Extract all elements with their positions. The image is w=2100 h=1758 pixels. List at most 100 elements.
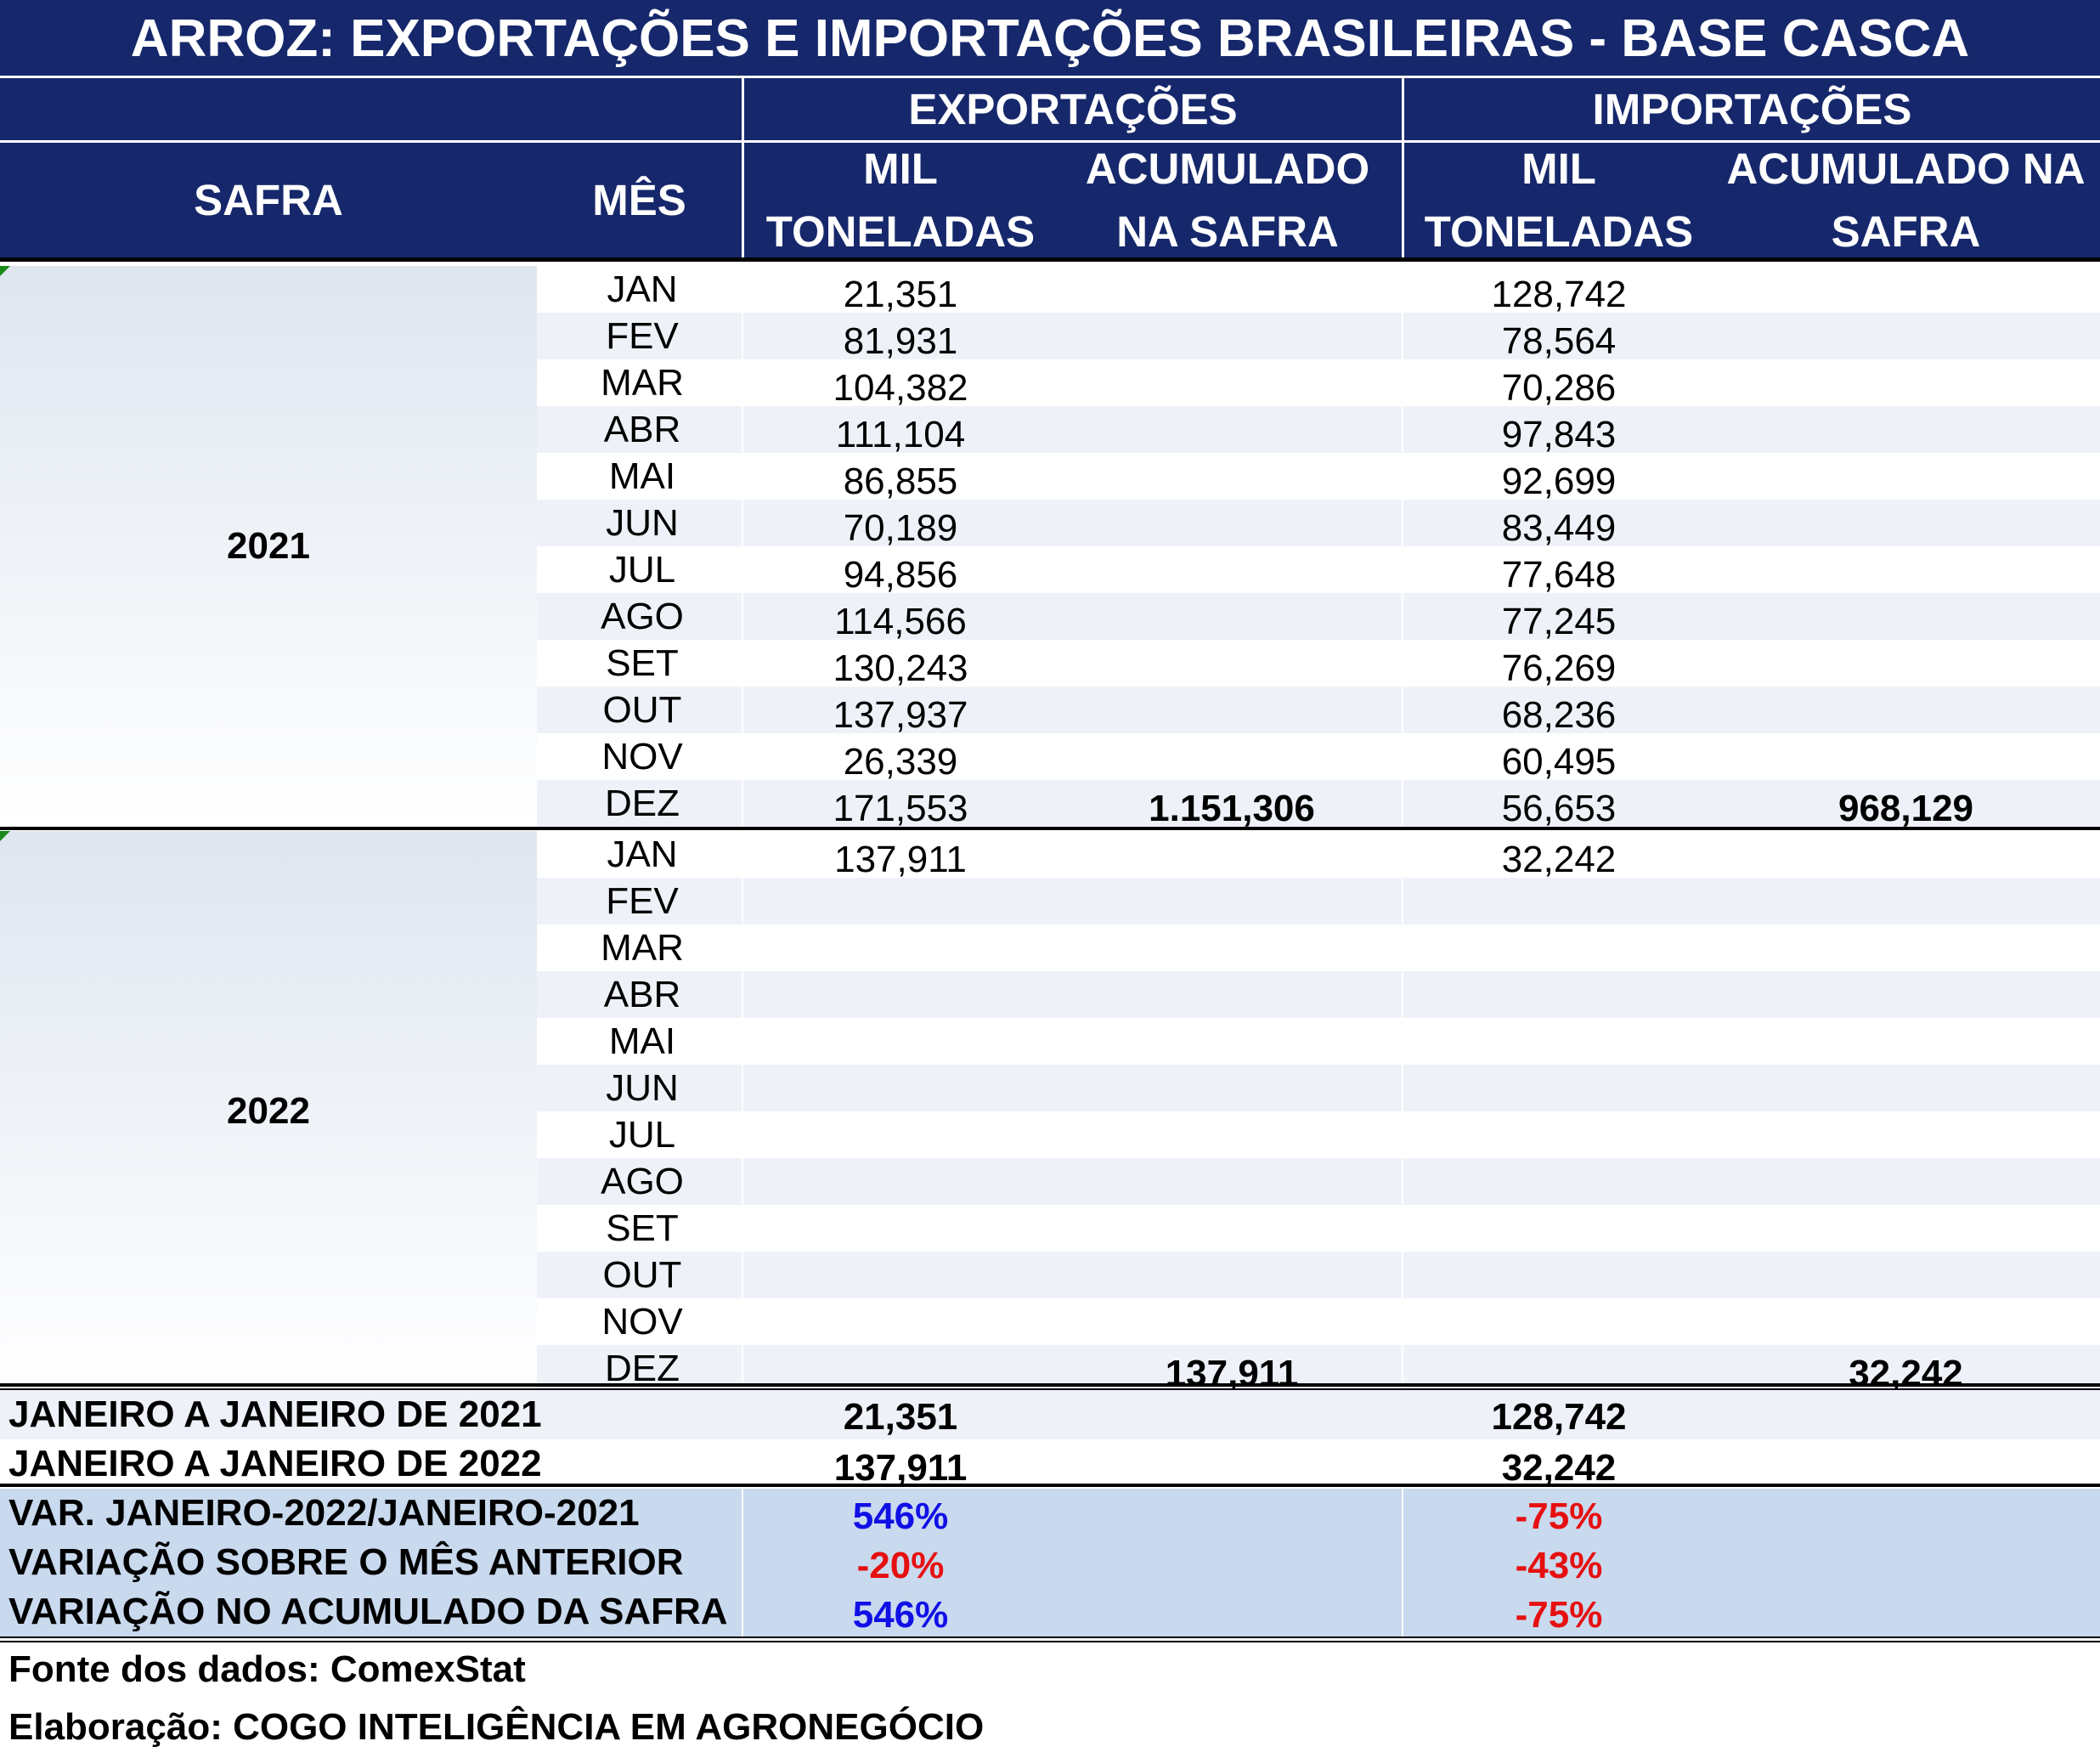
table-row: OUT 137,937 68,236 <box>537 687 2100 736</box>
table-row: SET 130,243 76,269 <box>537 640 2100 689</box>
exp-value <box>748 1257 1053 1303</box>
month-cell: ABR <box>603 974 681 1015</box>
table-row: AGO 114,566 77,245 <box>537 593 2100 642</box>
exp-accumulated <box>1053 318 1410 365</box>
table-row: MAI <box>537 1018 2100 1065</box>
table-row: FEV 81,931 78,564 <box>537 313 2100 362</box>
variation-block: VAR. JANEIRO-2022/JANEIRO-2021 546% -75%… <box>0 1489 2100 1636</box>
header-line: TONELADAS <box>765 206 1036 256</box>
header-line: ACUMULADO NA <box>1726 144 2086 193</box>
summary-imp: 32,242 <box>1501 1447 1617 1489</box>
comment-indicator-icon <box>0 831 10 841</box>
table-row: ABR <box>537 971 2100 1018</box>
safra-year: 2022 <box>227 1090 310 1132</box>
table-row: MAR 104,382 70,286 <box>537 359 2100 409</box>
table-row: JUL <box>537 1111 2100 1158</box>
month-cell: MAR <box>601 927 684 969</box>
exp-accumulated <box>1053 1023 1410 1070</box>
imp-value: 97,843 <box>1501 414 1617 455</box>
imp-accumulated <box>1712 836 2100 883</box>
table-row: JUN <box>537 1065 2100 1111</box>
month-cell: OUT <box>602 689 682 731</box>
safra-year: 2021 <box>227 525 310 567</box>
exp-value <box>748 976 1053 1023</box>
exp-value: 70,189 <box>843 507 958 549</box>
table-row: OUT <box>537 1252 2100 1298</box>
summary-label: JANEIRO A JANEIRO DE 2021 <box>8 1393 542 1435</box>
table-row: NOV <box>537 1298 2100 1345</box>
safra-year-cell: 2022 <box>0 831 537 1392</box>
exp-accumulated <box>1053 930 1410 976</box>
imp-accumulated <box>1712 692 2100 738</box>
table-row: JAN 21,351 128,742 <box>537 266 2100 315</box>
imp-accumulated <box>1712 1257 2100 1303</box>
exp-value: 81,931 <box>843 320 958 362</box>
variation-row: VARIAÇÃO SOBRE O MÊS ANTERIOR -20% -43% <box>0 1538 2100 1587</box>
variation-exp: -20% <box>856 1545 945 1586</box>
imp-accumulated <box>1712 1163 2100 1210</box>
imp-value: 56,653 <box>1501 788 1617 829</box>
month-cell: NOV <box>601 1301 683 1343</box>
month-cell: DEZ <box>605 1348 680 1389</box>
exp-accumulated <box>1053 1070 1410 1116</box>
summary-exp: 137,911 <box>833 1447 968 1489</box>
exp-accumulated <box>1053 1257 1410 1303</box>
imp-accumulated <box>1712 365 2100 411</box>
exp-accumulated <box>1053 1303 1410 1350</box>
exp-value: 130,243 <box>833 647 968 689</box>
exp-value: 114,566 <box>834 601 967 642</box>
imp-value <box>1406 1116 1712 1163</box>
exp-accumulated <box>1053 645 1410 692</box>
exp-accumulated: 1.151,306 <box>1149 788 1315 829</box>
imp-value: 76,269 <box>1501 647 1617 689</box>
month-cell: MAR <box>601 362 684 404</box>
imp-accumulated <box>1712 505 2100 551</box>
header-line: SAFRA <box>1831 206 1981 256</box>
header-imp-acumulado: ACUMULADO NA SAFRA <box>1712 143 2100 257</box>
imp-value <box>1406 1257 1712 1303</box>
table-row: ABR 111,104 97,843 <box>537 406 2100 455</box>
table-row: FEV <box>537 878 2100 924</box>
month-cell: NOV <box>601 736 683 777</box>
variation-imp: -43% <box>1515 1545 1603 1586</box>
column-header-row: SAFRA MÊS MIL TONELADAS ACUMULADO NA SAF… <box>0 143 2100 262</box>
summary-divider-top <box>0 1383 2100 1387</box>
month-cell: FEV <box>606 880 679 922</box>
imp-value: 68,236 <box>1501 694 1617 736</box>
month-cell: SET <box>606 642 679 684</box>
imp-value <box>1406 976 1712 1023</box>
exp-accumulated <box>1053 505 1410 551</box>
imp-accumulated <box>1712 551 2100 598</box>
exp-value: 94,856 <box>843 554 958 596</box>
month-cell: JAN <box>607 269 678 310</box>
exp-value: 26,339 <box>843 741 958 783</box>
exp-accumulated <box>1053 836 1410 883</box>
exp-value: 137,937 <box>833 694 968 736</box>
imp-accumulated <box>1712 1210 2100 1257</box>
imp-value <box>1406 930 1712 976</box>
group-header-row: EXPORTAÇÕES IMPORTAÇÕES <box>0 78 2100 143</box>
group-header-imports: IMPORTAÇÕES <box>1592 84 1912 133</box>
variation-row: VAR. JANEIRO-2022/JANEIRO-2021 546% -75% <box>0 1489 2100 1538</box>
imp-accumulated <box>1712 271 2100 318</box>
header-line: MIL <box>1521 144 1596 193</box>
month-cell: AGO <box>601 1161 684 1202</box>
exp-value <box>748 930 1053 976</box>
exp-value: 104,382 <box>833 367 968 409</box>
month-cell: FEV <box>606 315 679 357</box>
month-cell: JUL <box>608 1114 676 1156</box>
imp-accumulated <box>1712 411 2100 458</box>
imp-value: 32,242 <box>1501 839 1617 880</box>
imp-accumulated <box>1712 930 2100 976</box>
group-header-exports: EXPORTAÇÕES <box>908 84 1238 133</box>
month-cell: DEZ <box>605 783 680 824</box>
imp-value <box>1406 1210 1712 1257</box>
imp-accumulated: 32,242 <box>1849 1353 1963 1394</box>
header-safra: SAFRA <box>194 175 343 224</box>
summary-row: JANEIRO A JANEIRO DE 2022 137,911 32,242 <box>0 1439 2100 1489</box>
imp-accumulated <box>1712 738 2100 785</box>
month-cell: JAN <box>607 834 678 875</box>
exp-value <box>748 1116 1053 1163</box>
month-cell: SET <box>606 1207 679 1249</box>
